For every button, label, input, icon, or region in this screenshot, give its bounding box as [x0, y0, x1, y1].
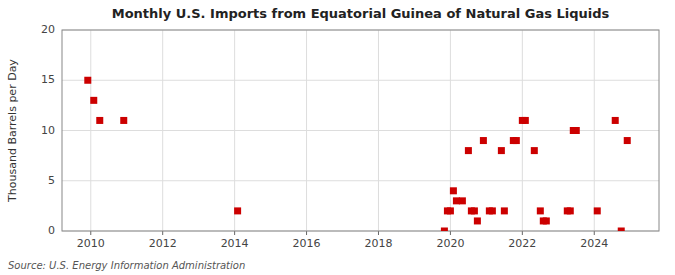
x-tick-label: 2022: [508, 237, 536, 250]
y-tick-label: 5: [48, 174, 55, 187]
y-grid-line: [62, 80, 659, 81]
x-tick: [162, 231, 163, 235]
x-tick-label: 2024: [580, 237, 608, 250]
x-grid-line: [90, 30, 91, 231]
x-grid-line: [378, 30, 379, 231]
x-grid-line: [306, 30, 307, 231]
point: [624, 137, 631, 144]
x-grid-line: [450, 30, 451, 231]
point: [612, 117, 619, 124]
y-grid-line: [62, 130, 659, 131]
y-grid-line: [62, 180, 659, 181]
x-tick-label: 2014: [221, 237, 249, 250]
point: [594, 207, 601, 214]
plot-frame: [62, 30, 659, 231]
y-axis-label: Thousand Barrels per Day: [6, 59, 19, 203]
point: [459, 197, 466, 204]
point: [498, 147, 505, 154]
x-tick-label: 2020: [436, 237, 464, 250]
x-tick-label: 2010: [77, 237, 105, 250]
grid: [62, 30, 659, 231]
point: [537, 207, 544, 214]
x-grid-line: [522, 30, 523, 231]
points: [84, 77, 630, 231]
point: [90, 97, 97, 104]
x-tick: [378, 231, 379, 235]
point: [513, 137, 520, 144]
point: [84, 77, 91, 84]
y-tick-label: 10: [41, 124, 55, 137]
point: [480, 137, 487, 144]
x-grid-line: [234, 30, 235, 231]
x-tick: [234, 231, 235, 235]
x-tick: [90, 231, 91, 235]
point: [474, 217, 481, 224]
y-tick-label: 0: [48, 224, 55, 237]
x-tick: [306, 231, 307, 235]
y-tick-label: 20: [41, 23, 55, 36]
x-tick-label: 2012: [149, 237, 177, 250]
x-tick-label: 2016: [293, 237, 321, 250]
chart-svg: 0 5 10 15 20 2010 2012 2014 2016 2018 2020 2022 2024…: [0, 0, 675, 275]
point: [531, 147, 538, 154]
point: [522, 117, 529, 124]
x-grid-line: [594, 30, 595, 231]
point: [120, 117, 127, 124]
chart-container: 0 5 10 15 20 2010 2012 2014 2016 2018 2020 2022 2024…: [0, 0, 675, 275]
x-grid-line: [162, 30, 163, 231]
title: Monthly U.S. Imports from Equatorial Gui…: [112, 6, 610, 21]
x-tick: [450, 231, 451, 235]
point: [450, 187, 457, 194]
point: [489, 207, 496, 214]
point: [234, 207, 241, 214]
point: [543, 217, 550, 224]
point: [96, 117, 103, 124]
point: [567, 207, 574, 214]
x-tick-label: 2018: [364, 237, 392, 250]
point: [465, 147, 472, 154]
point: [618, 228, 625, 232]
x-tick: [594, 231, 595, 235]
x-tick: [522, 231, 523, 235]
point: [453, 197, 460, 204]
point: [441, 228, 448, 232]
point: [471, 207, 478, 214]
y-tick-label: 15: [41, 73, 55, 86]
plot-background: [62, 30, 659, 231]
point: [447, 207, 454, 214]
point: [501, 207, 508, 214]
point: [573, 127, 580, 134]
source-note: Source: U.S. Energy Information Administ…: [8, 260, 245, 271]
